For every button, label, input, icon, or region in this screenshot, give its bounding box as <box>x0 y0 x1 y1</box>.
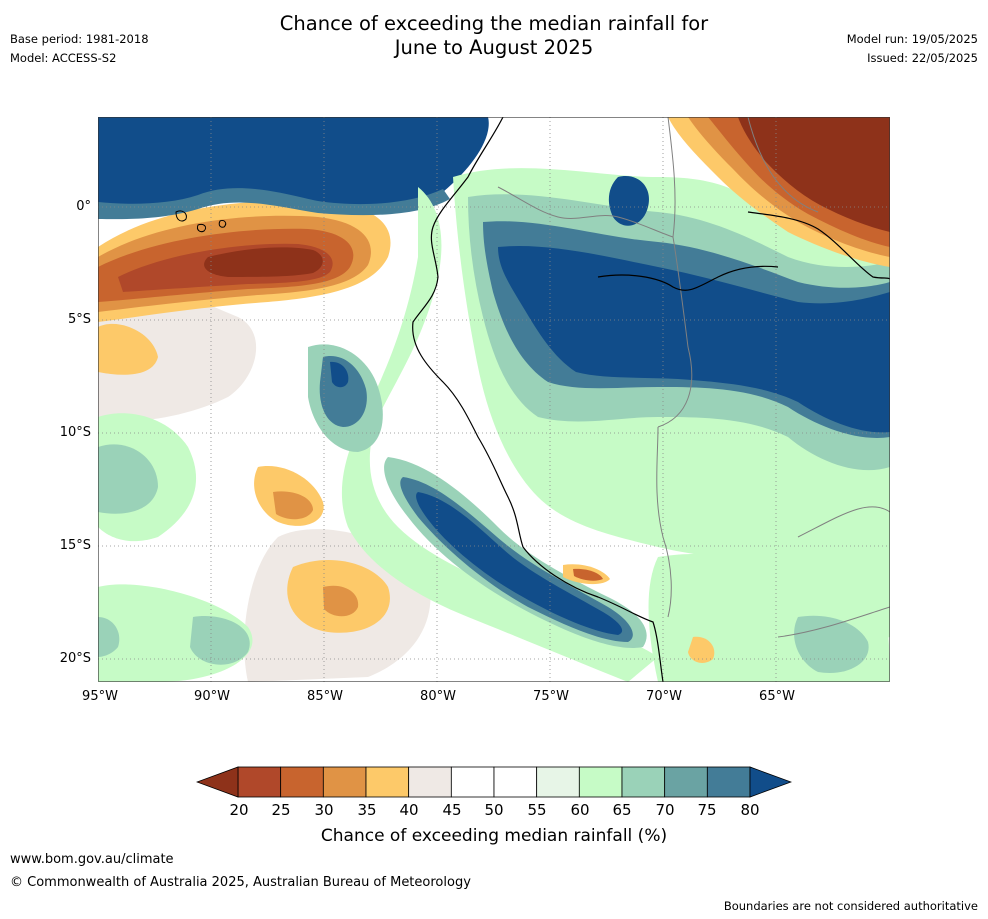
cb-tick-30: 30 <box>314 801 334 819</box>
title-line-2: June to August 2025 <box>394 36 594 59</box>
region-amazon-wet-80 <box>498 246 890 433</box>
colorbar-over-arrow <box>749 766 793 798</box>
region-interior-wet2-80 <box>608 176 649 226</box>
lon-label-70w: 70°W <box>646 689 682 704</box>
cb-tick-50: 50 <box>484 801 504 819</box>
lat-label-15s: 15°S <box>59 538 91 553</box>
region-eq-dry-20 <box>204 247 323 277</box>
cb-tick-65: 65 <box>612 801 632 819</box>
lon-label-80w: 80°W <box>420 689 456 704</box>
region-coast-wet-80 <box>330 361 349 388</box>
region-sw-teal2-70 <box>190 616 250 665</box>
cb-tick-40: 40 <box>399 801 419 819</box>
colorbar-segment <box>322 766 367 798</box>
colorbar-segment <box>706 766 751 798</box>
colorbar-label: Chance of exceeding median rainfall (%) <box>320 826 668 846</box>
issued-text: Issued: 22/05/2025 <box>867 51 978 65</box>
lat-label-20s: 20°S <box>59 651 91 666</box>
lon-label-85w: 85°W <box>307 689 343 704</box>
colorbar-segment <box>237 766 282 798</box>
colorbar-segment <box>493 766 538 798</box>
graticule <box>98 117 890 682</box>
cb-tick-75: 75 <box>697 801 717 819</box>
model-text: Model: ACCESS-S2 <box>10 51 117 65</box>
colorbar <box>195 766 793 804</box>
lat-label-5s: 5°S <box>67 312 91 327</box>
country-borders <box>497 117 890 638</box>
colorbar-segment <box>365 766 410 798</box>
chart-title: Chance of exceeding the median rainfall … <box>0 12 988 60</box>
colorbar-segment <box>536 766 580 798</box>
coastline-north <box>597 211 890 291</box>
region-offshore-dry3-35 <box>273 491 313 520</box>
colorbar-segment <box>664 766 708 798</box>
cb-tick-35: 35 <box>357 801 377 819</box>
region-sw-teal-70 <box>98 444 158 514</box>
cb-tick-55: 55 <box>527 801 547 819</box>
map-canvas <box>98 117 890 682</box>
cb-tick-20: 20 <box>229 801 249 819</box>
model-run-text: Model run: 19/05/2025 <box>846 32 978 46</box>
colorbar-canvas <box>195 766 793 798</box>
cb-tick-80: 80 <box>740 801 760 819</box>
base-period-text: Base period: 1981-2018 <box>10 32 149 46</box>
lon-label-65w: 65°W <box>759 689 795 704</box>
colorbar-under-arrow <box>195 766 239 798</box>
colorbar-segment <box>578 766 623 798</box>
region-peru-offshore-80 <box>416 492 623 635</box>
footer-copyright: © Commonwealth of Australia 2025, Austra… <box>10 875 471 890</box>
region-nw-wet-75 <box>98 188 450 220</box>
footer-note: Boundaries are not considered authoritat… <box>723 899 978 913</box>
coastline <box>412 117 664 682</box>
colorbar-segment <box>450 766 495 798</box>
region-s-interior-dry-40 <box>688 636 715 663</box>
lon-label-95w: 95°W <box>82 689 118 704</box>
footer-url: www.bom.gov.au/climate <box>10 852 174 867</box>
region-andes-dry-30 <box>573 568 603 581</box>
colorbar-segments <box>237 766 751 798</box>
region-nw-wet-80 <box>98 117 489 212</box>
galapagos-islands <box>175 210 227 233</box>
rainfall-map <box>98 117 890 682</box>
cb-tick-70: 70 <box>655 801 675 819</box>
meta-left: Base period: 1981-2018 Model: ACCESS-S2 <box>10 30 149 68</box>
lat-label-0: 0° <box>76 199 91 214</box>
lon-label-75w: 75°W <box>533 689 569 704</box>
colorbar-segment <box>280 766 324 798</box>
colorbar-segment <box>408 766 452 798</box>
title-line-1: Chance of exceeding the median rainfall … <box>279 12 709 35</box>
lon-label-90w: 90°W <box>194 689 230 704</box>
meta-right: Model run: 19/05/2025 Issued: 22/05/2025 <box>847 30 978 68</box>
colorbar-segment <box>621 766 666 798</box>
cb-tick-45: 45 <box>442 801 462 819</box>
lat-label-10s: 10°S <box>59 425 91 440</box>
region-sw-teal3-70 <box>98 617 120 657</box>
cb-tick-60: 60 <box>570 801 590 819</box>
region-west-dry-40 <box>98 323 158 375</box>
region-offshore-dry4-35 <box>323 585 359 617</box>
map-frame <box>98 117 890 682</box>
cb-tick-25: 25 <box>271 801 291 819</box>
